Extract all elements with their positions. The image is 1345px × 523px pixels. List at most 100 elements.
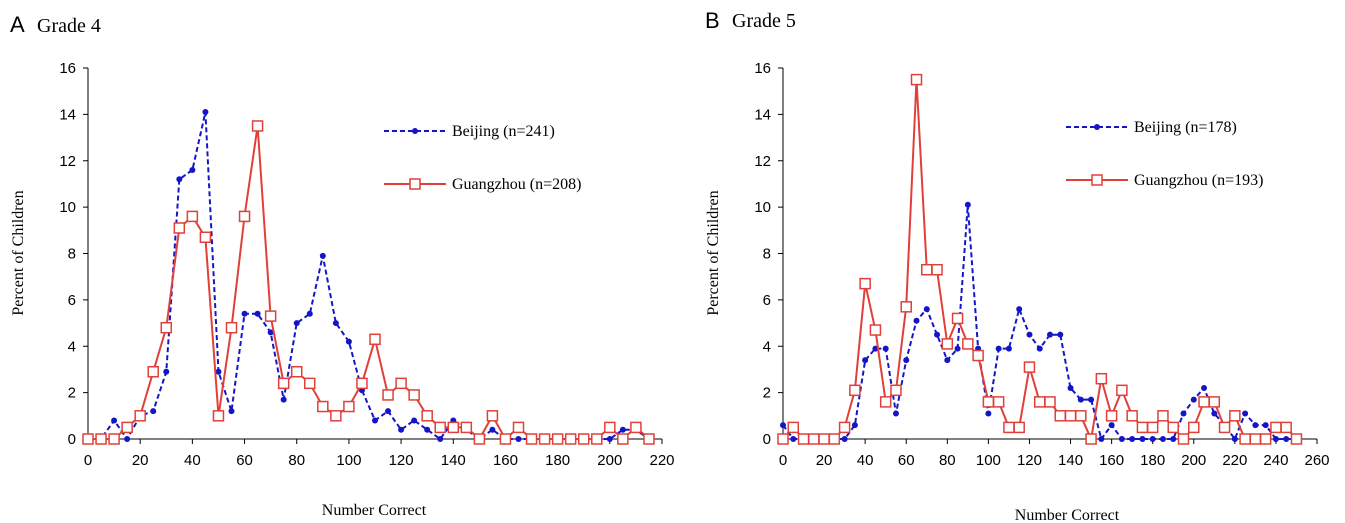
data-point-beijing (934, 331, 941, 338)
x-tick-label: 80 (939, 452, 956, 469)
data-point-guangzhou (525, 433, 538, 445)
data-point-beijing (619, 426, 626, 433)
data-point-guangzhou (962, 338, 974, 350)
series-line-guangzhou (88, 125, 650, 441)
data-point-beijing (163, 368, 170, 375)
data-point-beijing (1149, 436, 1156, 442)
data-point-guangzhou (1023, 361, 1036, 373)
x-tick-label: 40 (184, 452, 201, 469)
data-point-beijing (954, 345, 961, 352)
data-point-guangzhou (808, 433, 820, 445)
data-point-guangzhou (900, 301, 912, 313)
data-point-beijing (1272, 436, 1279, 442)
data-point-beijing (280, 396, 287, 403)
data-point-beijing (1036, 345, 1043, 352)
data-point-beijing (1252, 422, 1259, 429)
data-point-guangzhou (1157, 410, 1169, 422)
data-point-guangzhou (617, 433, 629, 445)
data-point-guangzhou (1044, 396, 1056, 408)
data-point-guangzhou (1280, 421, 1292, 434)
y-tick-label: 6 (763, 292, 771, 309)
data-point-guangzhou (931, 263, 943, 276)
data-point-guangzhou (173, 222, 186, 234)
x-tick-label: 20 (816, 452, 833, 469)
data-point-guangzhou (1167, 421, 1179, 434)
data-point-guangzhou (512, 421, 525, 434)
data-point-guangzhou (879, 396, 892, 408)
data-point-guangzhou (1229, 410, 1241, 422)
data-point-beijing (489, 426, 496, 433)
data-point-guangzhou (238, 210, 251, 223)
data-point-guangzhou (630, 421, 642, 434)
data-point-guangzhou (225, 321, 238, 334)
data-point-beijing (851, 422, 858, 429)
data-point-guangzhou (1105, 410, 1118, 422)
legend-label-beijing: Beijing (n=178) (1134, 119, 1237, 136)
x-tick-label: 60 (236, 452, 253, 469)
y-tick-label: 14 (754, 106, 771, 123)
legend-marker-guangzhou (409, 178, 421, 190)
data-point-guangzhou (121, 421, 133, 434)
data-point-guangzhou (460, 421, 473, 434)
data-point-guangzhou (838, 421, 851, 434)
data-point-guangzhou (849, 384, 861, 397)
data-point-beijing (1211, 410, 1218, 417)
data-point-guangzhou (434, 421, 446, 434)
data-point-beijing (515, 436, 522, 442)
data-point-beijing (1067, 384, 1074, 391)
data-point-beijing (606, 436, 613, 442)
data-point-guangzhou (1188, 421, 1200, 434)
data-point-guangzhou (910, 73, 923, 86)
y-tick-label: 10 (754, 199, 771, 216)
data-point-beijing (1159, 436, 1166, 442)
data-point-beijing (1201, 384, 1208, 391)
x-tick-label: 60 (898, 452, 915, 469)
data-point-beijing (1118, 436, 1125, 442)
data-point-guangzhou (1249, 433, 1262, 445)
data-point-beijing (1180, 410, 1187, 417)
legend-marker-beijing (412, 128, 418, 134)
data-point-guangzhou (1290, 433, 1303, 445)
y-tick-label: 4 (68, 338, 76, 355)
data-point-beijing (189, 167, 196, 174)
data-point-beijing (176, 176, 183, 183)
y-tick-label: 0 (763, 431, 771, 448)
data-point-guangzhou (982, 396, 995, 408)
data-point-guangzhou (486, 410, 499, 422)
y-tick-label: 12 (754, 153, 771, 170)
series-layer (777, 73, 1303, 445)
x-tick-label: 120 (1017, 452, 1042, 469)
x-tick-label: 140 (1058, 452, 1083, 469)
data-point-beijing (215, 368, 222, 375)
data-point-beijing (1170, 436, 1177, 442)
x-tick-label: 180 (545, 452, 570, 469)
x-tick-label: 0 (779, 452, 787, 469)
data-point-beijing (995, 345, 1002, 352)
data-point-beijing (913, 317, 920, 324)
data-point-guangzhou (356, 377, 368, 390)
y-tick-label: 10 (59, 199, 76, 216)
chart-panel-grade-5: B Grade 5 Percent of Children Number Cor… (705, 8, 1330, 523)
data-point-beijing (1077, 396, 1084, 403)
y-axis-label: Percent of Children (705, 190, 722, 315)
y-tick-label: 2 (68, 385, 76, 402)
data-point-beijing (1190, 396, 1197, 403)
data-point-beijing (841, 436, 848, 442)
chart-title: Grade 5 (732, 10, 796, 32)
data-point-guangzhou (408, 389, 420, 401)
data-point-beijing (411, 417, 418, 424)
data-point-beijing (882, 345, 889, 352)
data-point-beijing (944, 357, 951, 364)
data-point-guangzhou (591, 433, 603, 445)
data-point-beijing (1088, 396, 1095, 403)
data-point-beijing (293, 320, 300, 327)
data-point-guangzhou (818, 433, 830, 445)
data-point-guangzhou (499, 433, 512, 445)
data-point-beijing (424, 426, 431, 433)
data-point-beijing (267, 329, 274, 336)
data-point-beijing (1129, 436, 1136, 442)
data-point-beijing (1026, 331, 1033, 338)
x-tick-label: 80 (288, 452, 305, 469)
data-point-guangzhou (160, 321, 173, 334)
